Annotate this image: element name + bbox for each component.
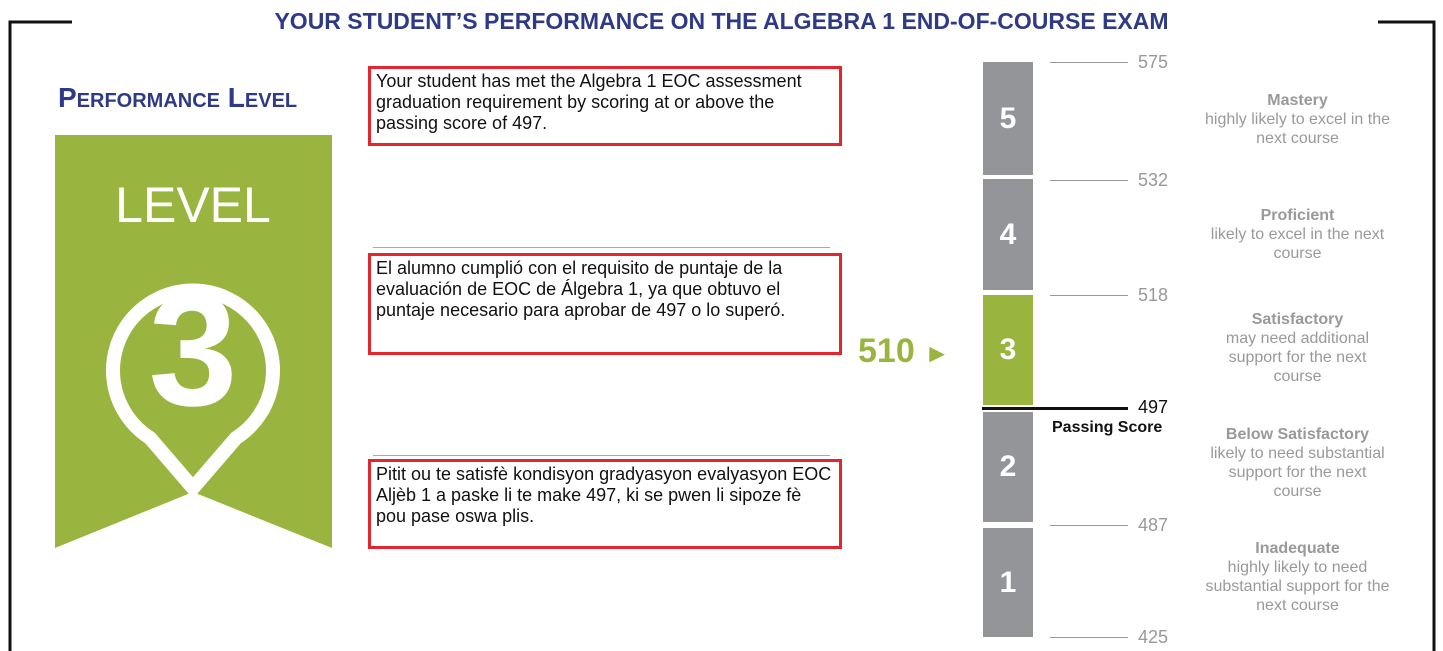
level-bar: 3 [983,295,1033,405]
badge-level: 3 [149,260,238,439]
tick [1050,525,1128,526]
level-bar: 1 [983,528,1033,637]
level-name: Mastery [1267,92,1328,109]
separator [373,455,830,456]
tick [1050,180,1128,181]
score: 497 [1138,397,1169,417]
level-description: Inadequate highly likely to need substant… [1205,539,1390,615]
level-description: Satisfactory may need additional support … [1205,310,1390,386]
tick [1050,637,1128,638]
score-value: 510 [858,332,915,370]
message: Pitit ou te satisfè kondisyon gradyasyon… [368,459,842,549]
message: El alumno cumplió con el requisito de pu… [368,253,842,355]
separator [373,247,830,248]
level-bar: 4 [983,179,1033,290]
level-text: highly likely to need substantial suppor… [1205,559,1390,614]
level-bar: 2 [983,412,1033,522]
level-text: may need additional support for the next… [1225,330,1370,385]
tick [1050,62,1128,63]
score: 425 [1138,627,1169,647]
arrow: ► [924,338,950,368]
passing-label: Passing Score [1052,419,1163,436]
passing-line [982,407,1128,410]
level-description: Below Satisfactory likely to need substan… [1205,425,1390,501]
badge-label: LEVEL [115,177,271,233]
message: Your student has met the Algebra 1 EOC a… [368,66,842,146]
level-text: highly likely to excel in the next cours… [1205,111,1390,147]
level-name: Proficient [1260,207,1335,224]
level-name: Inadequate [1255,540,1340,557]
score: 518 [1138,285,1169,305]
tick [1050,295,1128,296]
heading: Performance Level [58,82,298,113]
title: YOUR STUDENT’S PERFORMANCE ON THE ALGEBR… [274,8,1169,34]
score: 487 [1138,515,1169,535]
level-description: Mastery highly likely to excel in the nex… [1205,91,1390,148]
level-text: likely to need substantial support for t… [1210,445,1385,500]
level-description: Proficient likely to excel in the next co… [1205,206,1390,263]
level-bar: 5 [983,62,1033,175]
student-score: 510 ► [858,332,950,371]
score: 575 [1138,52,1169,72]
score: 532 [1138,170,1169,190]
level-name: Satisfactory [1251,311,1344,328]
level-text: likely to excel in the next course [1210,226,1385,262]
level-name: Below Satisfactory [1225,426,1370,443]
